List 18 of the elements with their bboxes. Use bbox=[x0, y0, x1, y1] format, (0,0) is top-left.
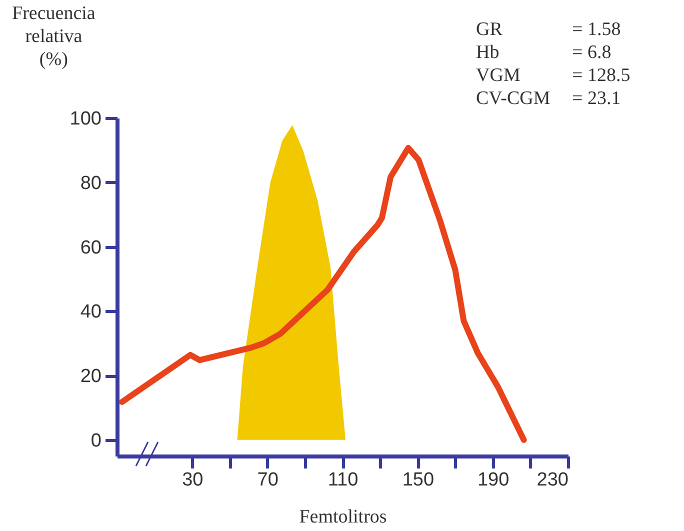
x-tick-label: 190 bbox=[477, 470, 510, 490]
x-tick-label: 70 bbox=[257, 470, 278, 490]
y-tick-label: 20 bbox=[80, 366, 102, 388]
x-tick-label: 110 bbox=[328, 470, 358, 490]
y-tick-label: 0 bbox=[90, 430, 102, 452]
x-axis-title: Femtolitros bbox=[299, 506, 387, 528]
x-tick-label: 30 bbox=[182, 470, 204, 490]
text: VGM = 128.5 bbox=[476, 65, 630, 86]
text: GR = 1.58 bbox=[476, 19, 621, 40]
y-tick-label: 100 bbox=[70, 108, 102, 130]
text: CV-CGM = 23.1 bbox=[476, 87, 621, 110]
text: Hb = 6.8 bbox=[476, 42, 612, 63]
y-tick-label: 60 bbox=[80, 237, 102, 258]
y-axis-title: Frecuencia relativa (%) bbox=[11, 2, 96, 71]
x-tick-label: 150 bbox=[402, 470, 434, 490]
x-tick-label: 230 bbox=[536, 470, 568, 490]
y-tick-label: 80 bbox=[80, 172, 102, 194]
y-tick-label: 40 bbox=[80, 302, 102, 323]
